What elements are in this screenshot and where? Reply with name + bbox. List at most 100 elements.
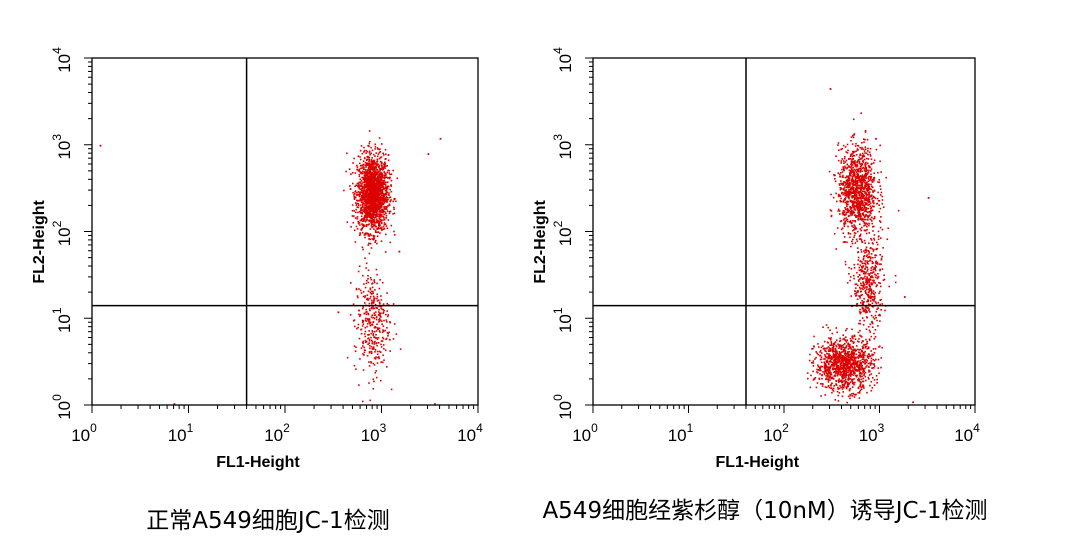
- data-point: [375, 356, 377, 358]
- data-point: [833, 364, 835, 366]
- data-point: [368, 130, 371, 132]
- data-point: [852, 374, 854, 376]
- data-point: [876, 202, 879, 205]
- data-point: [871, 178, 874, 181]
- data-point: [859, 290, 862, 293]
- data-point: [854, 207, 856, 209]
- data-point: [364, 161, 367, 164]
- data-point: [864, 252, 866, 254]
- data-point: [375, 188, 377, 190]
- data-point: [375, 239, 377, 242]
- data-point: [859, 171, 861, 173]
- data-point: [392, 303, 395, 305]
- data-point: [815, 386, 818, 389]
- data-point: [857, 331, 860, 334]
- data-point: [845, 341, 848, 343]
- data-point: [859, 384, 861, 387]
- data-point: [829, 361, 831, 363]
- data-point: [864, 131, 867, 133]
- data-point: [849, 233, 852, 235]
- data-point: [375, 311, 377, 313]
- data-point: [844, 207, 846, 209]
- data-point: [873, 363, 875, 366]
- data-point: [369, 233, 372, 235]
- data-point: [867, 347, 870, 350]
- data-point: [365, 209, 368, 211]
- data-point: [857, 192, 860, 194]
- data-point: [390, 185, 392, 187]
- data-point: [372, 196, 374, 199]
- data-point: [879, 220, 881, 222]
- data-point: [371, 174, 373, 176]
- data-point: [374, 173, 376, 175]
- data-point: [387, 198, 389, 201]
- data-point: [380, 199, 382, 201]
- data-point: [368, 169, 370, 171]
- data-point: [847, 342, 849, 344]
- data-point: [382, 361, 384, 364]
- data-point: [849, 381, 852, 383]
- data-point: [354, 185, 356, 187]
- data-point: [374, 178, 376, 180]
- data-point: [843, 225, 846, 228]
- data-point: [874, 273, 876, 276]
- data-point: [820, 356, 823, 358]
- data-point: [871, 296, 873, 298]
- data-point: [380, 316, 382, 318]
- data-point: [382, 337, 385, 340]
- data-point: [839, 220, 842, 223]
- data-point: [385, 191, 388, 193]
- data-point: [859, 374, 861, 377]
- data-point: [388, 210, 391, 213]
- data-point: [856, 360, 859, 363]
- data-point: [852, 370, 854, 372]
- data-point: [374, 325, 376, 328]
- data-point: [816, 352, 818, 355]
- data-point: [862, 214, 865, 216]
- data-point: [864, 148, 867, 150]
- data-point: [862, 384, 864, 386]
- data-point: [365, 174, 367, 177]
- data-point: [871, 367, 873, 369]
- data-point: [851, 214, 853, 216]
- data-point: [372, 235, 375, 237]
- data-point: [870, 272, 872, 274]
- data-point: [894, 281, 897, 284]
- data-point: [861, 175, 863, 178]
- data-point: [380, 161, 383, 164]
- data-point: [368, 321, 370, 324]
- data-point: [386, 302, 388, 305]
- data-point: [863, 287, 866, 290]
- data-point: [364, 210, 367, 213]
- data-point: [866, 254, 869, 256]
- data-point: [380, 343, 382, 346]
- data-point: [840, 172, 842, 174]
- data-point: [839, 385, 841, 387]
- data-point: [820, 349, 822, 352]
- data-point: [366, 325, 368, 328]
- data-point: [373, 297, 375, 300]
- data-point: [849, 345, 851, 347]
- data-point: [865, 251, 868, 253]
- data-point: [858, 364, 861, 366]
- data-point: [830, 383, 832, 386]
- data-point: [375, 316, 378, 319]
- data-point: [863, 356, 865, 359]
- data-point: [384, 189, 387, 192]
- data-point: [369, 399, 371, 402]
- data-point: [370, 175, 372, 178]
- data-point: [861, 307, 864, 310]
- data-point: [866, 355, 869, 357]
- data-point: [853, 359, 855, 362]
- data-point: [360, 215, 363, 218]
- data-point: [886, 238, 889, 241]
- data-point: [377, 328, 379, 330]
- data-point: [868, 371, 870, 373]
- data-point: [371, 331, 374, 333]
- data-point: [375, 200, 378, 203]
- data-point: [846, 202, 848, 205]
- data-point: [370, 180, 372, 183]
- data-point: [837, 379, 840, 382]
- data-point: [832, 378, 835, 380]
- data-point: [870, 290, 873, 292]
